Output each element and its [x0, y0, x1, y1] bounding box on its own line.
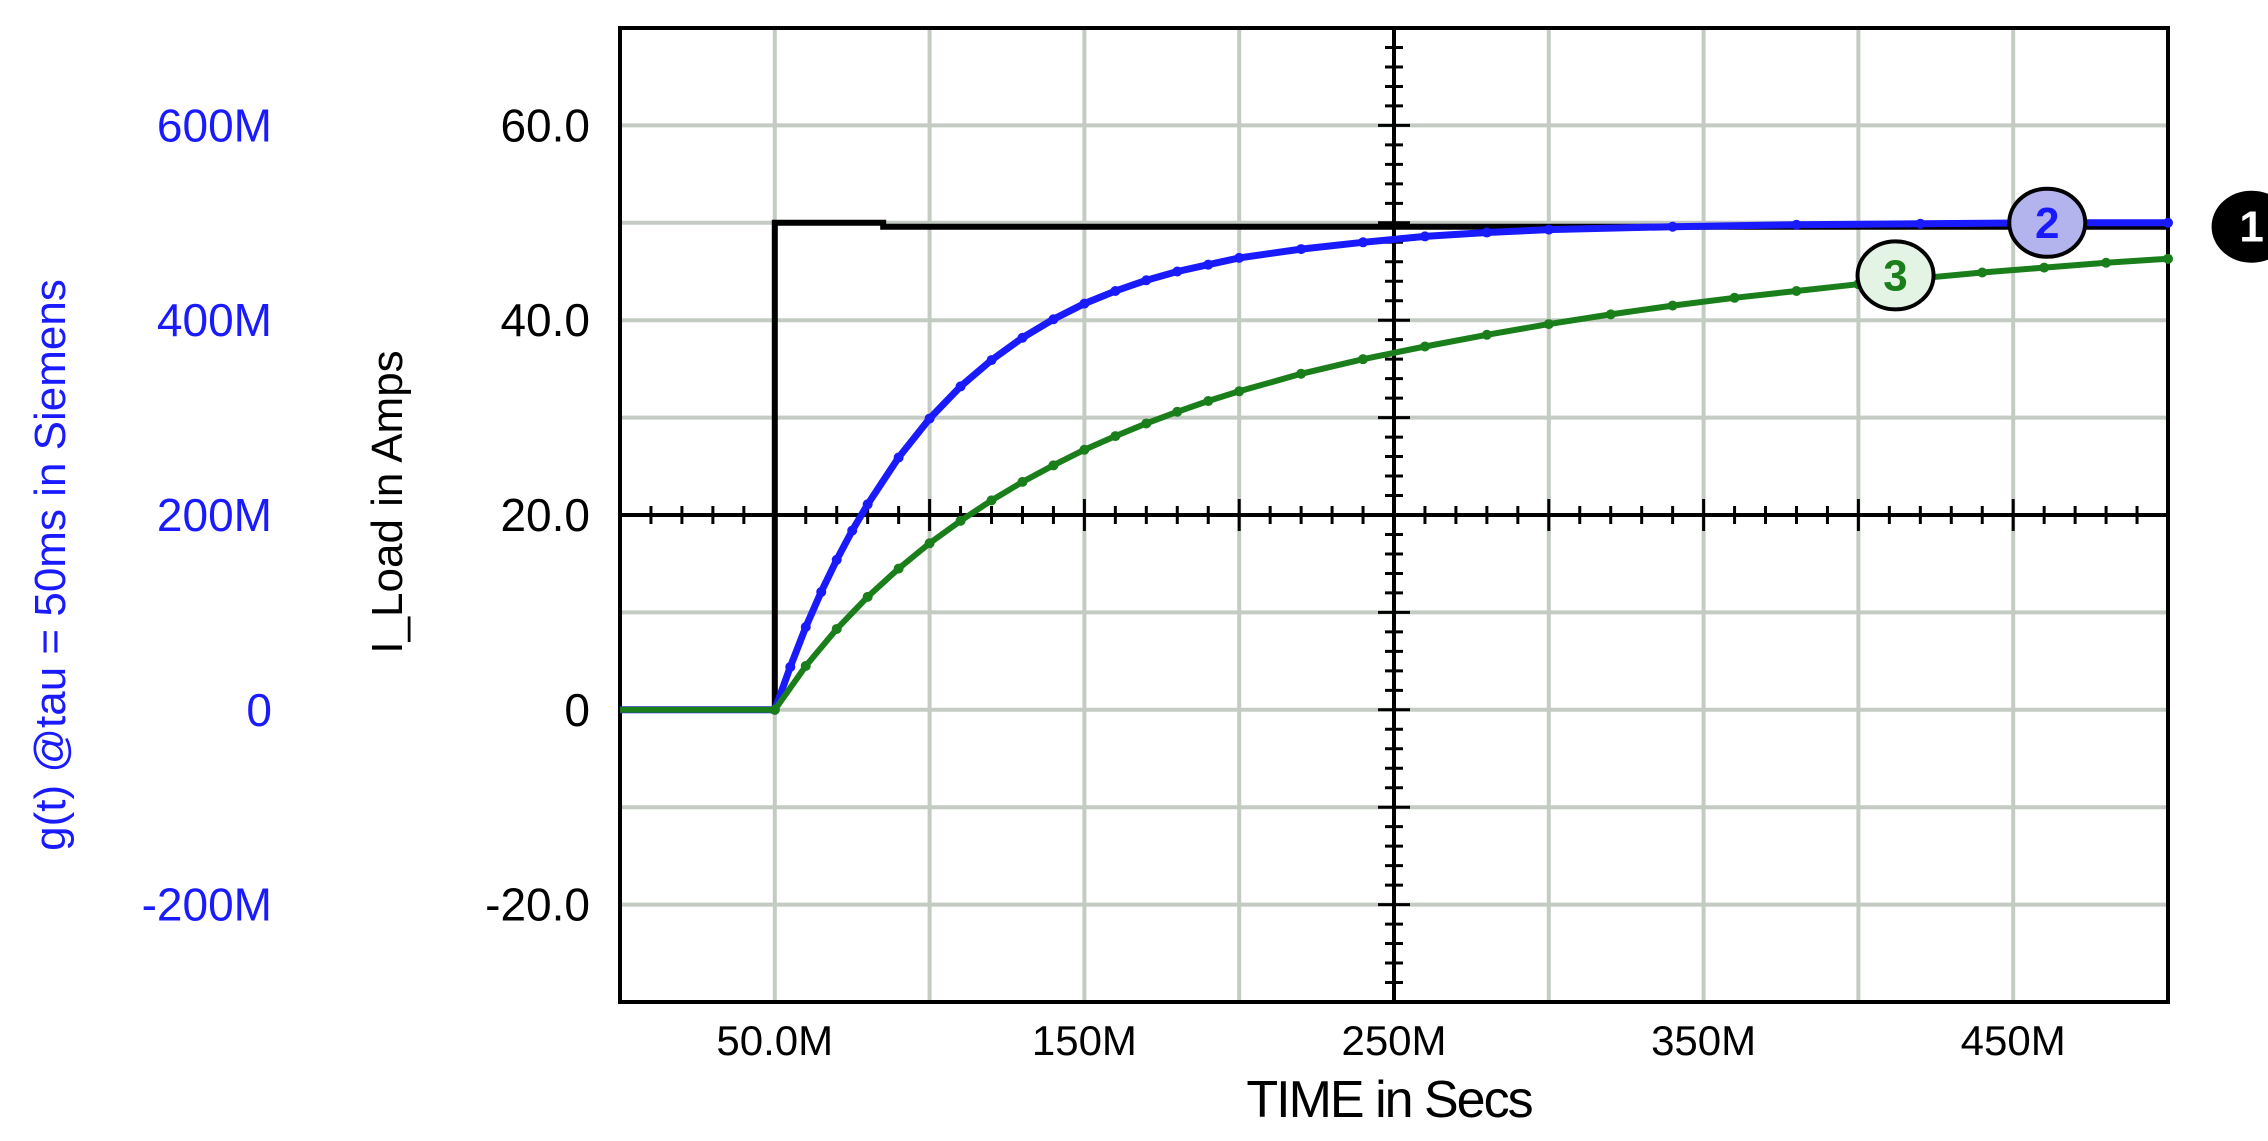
- series-2-point: [800, 622, 811, 633]
- series-3-point: [1296, 368, 1307, 379]
- series-2-point: [2163, 217, 2173, 228]
- series-2-point: [1791, 219, 1802, 230]
- x-tick-label: 450M: [1961, 1017, 2066, 1064]
- series-3-line: [620, 255, 2169, 713]
- y-tick-label: -20.0: [485, 879, 590, 931]
- series-3-point: [862, 591, 873, 602]
- series-1-marker-label: 1: [2239, 203, 2263, 252]
- series-3-point: [955, 515, 966, 526]
- series-3-point: [893, 563, 904, 574]
- series-3-point: [1419, 341, 1430, 352]
- series-markers: 1 2 3: [1855, 186, 2268, 312]
- series-2-point: [1481, 227, 1492, 238]
- series-2-point: [862, 499, 873, 510]
- right-y-axis-label: I_Load in Amps: [363, 350, 412, 653]
- series-3-point: [2163, 253, 2173, 264]
- series-2-point: [1543, 224, 1554, 235]
- series-3-point: [1605, 309, 1616, 320]
- series-3-point: [924, 538, 935, 549]
- series-3-point: [1977, 267, 1988, 278]
- series-3-point: [1791, 285, 1802, 296]
- series-3-point: [1017, 476, 1028, 487]
- series-1-marker: [2211, 190, 2268, 263]
- series-2-point: [955, 381, 966, 392]
- x-tick-label: 350M: [1651, 1017, 1756, 1064]
- left-y-tick-label: -200M: [142, 879, 272, 931]
- series-2-point: [1419, 231, 1430, 242]
- series-2-point: [893, 452, 904, 463]
- series-2-point: [831, 554, 842, 565]
- series-2-point: [1079, 298, 1090, 309]
- series-3-point: [1141, 418, 1152, 429]
- series-2-marker-label: 2: [2035, 199, 2059, 248]
- series-3-point: [800, 660, 811, 671]
- series-3-point: [1667, 300, 1678, 311]
- series-2-point: [1110, 285, 1121, 296]
- series-2-point: [847, 525, 858, 536]
- series-3-point: [2039, 262, 2050, 273]
- series-3-point: [1729, 292, 1740, 303]
- series-3-marker-label: 3: [1883, 251, 1907, 300]
- series-2-point: [1667, 221, 1678, 232]
- series-3-point: [1481, 329, 1492, 340]
- series-3-point: [2101, 257, 2112, 268]
- x-tick-label: 50.0M: [716, 1017, 833, 1064]
- series-3-point: [769, 704, 780, 715]
- series-3-point: [1110, 431, 1121, 442]
- series-2-point: [1048, 314, 1059, 325]
- series-2-point: [986, 355, 997, 366]
- y-tick-label: 0: [564, 684, 590, 736]
- y-tick-label: 20.0: [500, 489, 590, 541]
- series-3-point: [1172, 406, 1183, 417]
- x-tick-label: 150M: [1032, 1017, 1137, 1064]
- series-3-point: [1543, 319, 1554, 330]
- series-2-point: [785, 661, 796, 672]
- left-y-tick-label: 0: [246, 684, 272, 736]
- tick-labels: -20.0 0 20.0 40.0 60.0 -200M 0 200M 400M 600M 50.0…: [142, 99, 2066, 1064]
- series-3-point: [1203, 396, 1214, 407]
- y-tick-label: 40.0: [500, 294, 590, 346]
- series-2-point: [924, 413, 935, 424]
- x-tick-label: 250M: [1341, 1017, 1446, 1064]
- series-2-point: [1203, 259, 1214, 270]
- left-y-tick-label: 400M: [157, 294, 272, 346]
- axes: [618, 26, 2170, 1004]
- y-tick-label: 60.0: [500, 99, 590, 151]
- series-3-point: [1234, 386, 1245, 397]
- series-2-point: [1234, 252, 1245, 263]
- x-axis-label: TIME in Secs: [1246, 1071, 1532, 1129]
- left-y-axis-label: g(t) @tau = 50ms in Siemens: [26, 279, 75, 851]
- series-3-marker: [1855, 239, 1936, 312]
- series-2-point: [1358, 237, 1369, 248]
- left-y-tick-label: 600M: [157, 99, 272, 151]
- series-2-line: [620, 219, 2168, 714]
- left-y-tick-label: 200M: [157, 489, 272, 541]
- series-2-point: [1915, 218, 1926, 229]
- series-3-point: [1358, 354, 1369, 365]
- series-2-point: [1296, 244, 1307, 255]
- series-2-point: [1172, 266, 1183, 277]
- series-3-point: [831, 623, 842, 634]
- series-layer: [620, 217, 2173, 715]
- series-2-marker: [2007, 186, 2088, 259]
- series-2-point: [1141, 275, 1152, 286]
- plot-frame: [618, 26, 2170, 1004]
- series-3-point: [1048, 460, 1059, 471]
- series-2-point: [1017, 332, 1028, 343]
- series-3-point: [1079, 444, 1090, 455]
- series-2-point: [816, 586, 827, 597]
- series-3-point: [986, 495, 997, 506]
